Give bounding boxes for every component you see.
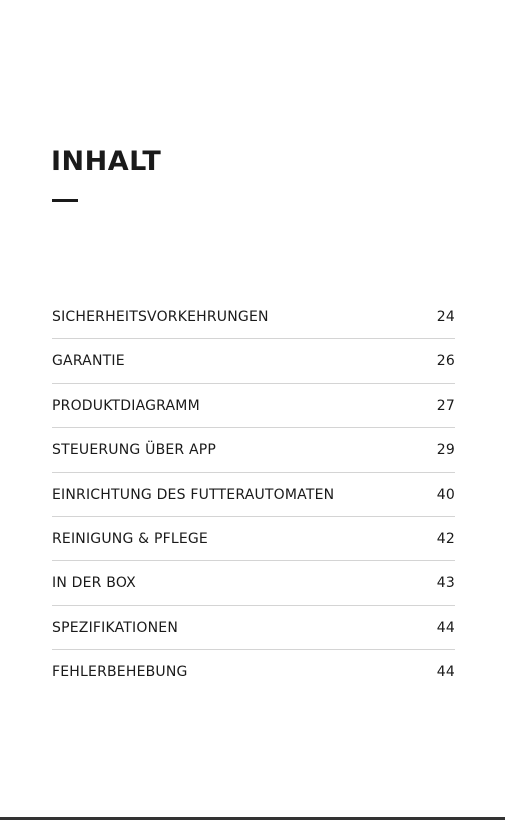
entry-page: 42 [436, 530, 455, 547]
entry-label: PRODUKTDIAGRAMM [52, 397, 200, 414]
entry-page: 40 [436, 486, 455, 503]
entry-page: 44 [436, 619, 455, 636]
toc-entry: PRODUKTDIAGRAMM 27 [52, 384, 455, 429]
entry-label: IN DER BOX [52, 575, 136, 592]
entry-label: FEHLERBEHEBUNG [52, 664, 188, 681]
entry-label: STEUERUNG ÜBER APP [52, 442, 217, 459]
title-rule [52, 199, 78, 202]
entry-page: 43 [436, 575, 455, 592]
entry-label: EINRICHTUNG DES FUTTERAUTOMATEN [52, 486, 335, 503]
entry-page: 29 [436, 442, 455, 459]
entry-label: SICHERHEITSVORKEHRUNGEN [52, 309, 269, 325]
entry-page: 27 [436, 397, 455, 414]
bottom-edge [0, 817, 505, 820]
toc-entry: STEUERUNG ÜBER APP 29 [52, 428, 455, 473]
toc-entry: REINIGUNG & PFLEGE 42 [52, 517, 455, 562]
entry-page: 44 [436, 664, 455, 681]
toc-entry: SICHERHEITSVORKEHRUNGEN 24 [52, 295, 455, 340]
table-of-contents: SICHERHEITSVORKEHRUNGEN 24 GARANTIE 26 PRODU… [52, 295, 455, 695]
entry-label: GARANTIE [52, 353, 125, 370]
toc-entry: EINRICHTUNG DES FUTTERAUTOMATEN 40 [52, 473, 455, 517]
entry-label: SPEZIFIKATIONEN [52, 619, 178, 636]
entry-label: REINIGUNG & PFLEGE [52, 530, 208, 547]
toc-entry: GARANTIE 26 [52, 339, 455, 384]
toc-entry: FEHLERBEHEBUNG 44 [52, 650, 455, 694]
title: INHALT [51, 146, 162, 177]
entry-page: 24 [436, 309, 455, 325]
entry-page: 26 [436, 353, 455, 370]
toc-entry: IN DER BOX 43 [52, 561, 455, 606]
toc-entry: SPEZIFIKATIONEN 44 [52, 606, 455, 651]
